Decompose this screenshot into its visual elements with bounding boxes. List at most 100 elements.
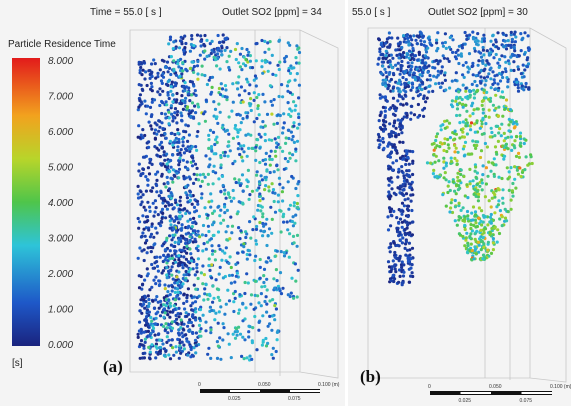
- particle: [481, 59, 484, 62]
- particle: [495, 153, 498, 156]
- particle: [163, 150, 166, 153]
- particle: [154, 298, 157, 301]
- particle: [177, 262, 180, 265]
- particle: [518, 166, 521, 169]
- particle: [273, 192, 276, 195]
- particle: [501, 90, 504, 93]
- particle: [492, 104, 495, 107]
- particle: [173, 133, 176, 136]
- particle: [249, 97, 252, 100]
- particle: [470, 212, 473, 215]
- particle: [173, 245, 176, 248]
- particle: [171, 94, 174, 97]
- particle: [399, 275, 402, 278]
- particle: [166, 276, 169, 279]
- particle: [271, 54, 274, 57]
- particle: [280, 292, 283, 295]
- particle: [488, 199, 491, 202]
- particle: [459, 173, 462, 176]
- particle: [183, 46, 186, 49]
- particle: [227, 262, 230, 265]
- particle: [420, 31, 423, 34]
- particle: [218, 41, 221, 44]
- particle: [148, 158, 151, 161]
- particle: [520, 72, 523, 75]
- particle: [264, 133, 267, 136]
- particle: [262, 159, 265, 162]
- particle: [213, 152, 216, 155]
- particle: [293, 141, 296, 144]
- particle: [169, 140, 172, 143]
- particle: [218, 214, 221, 217]
- particle: [437, 82, 440, 85]
- particle: [223, 189, 226, 192]
- particle: [177, 59, 180, 62]
- particle: [472, 37, 475, 40]
- particle: [146, 105, 149, 108]
- particle: [260, 285, 263, 288]
- particle: [260, 174, 263, 177]
- particle: [171, 257, 174, 260]
- particle: [387, 165, 390, 168]
- particle: [297, 96, 300, 99]
- particle: [196, 270, 199, 273]
- particle: [180, 42, 183, 45]
- particle: [183, 151, 186, 154]
- particle: [517, 173, 520, 176]
- particle: [505, 98, 508, 101]
- particle: [287, 69, 290, 72]
- particle: [442, 54, 445, 57]
- particle: [174, 261, 177, 264]
- particle: [279, 271, 282, 274]
- particle: [479, 127, 482, 130]
- particle: [497, 106, 500, 109]
- particle: [182, 159, 185, 162]
- particle: [408, 163, 411, 166]
- particle: [165, 100, 168, 103]
- particle: [517, 90, 520, 93]
- particle: [422, 35, 425, 38]
- particle: [229, 255, 232, 258]
- particle: [260, 304, 263, 307]
- particle: [139, 66, 142, 69]
- particle: [238, 308, 241, 311]
- particle: [402, 188, 405, 191]
- particle: [475, 252, 478, 255]
- colorbar-unit: [s]: [12, 358, 23, 369]
- particle: [162, 316, 165, 319]
- particle: [154, 128, 157, 131]
- particle: [178, 168, 181, 171]
- particle: [477, 217, 480, 220]
- particle: [155, 184, 158, 187]
- particle: [151, 101, 154, 104]
- particle: [237, 81, 240, 84]
- particle: [407, 61, 410, 64]
- particle: [227, 144, 230, 147]
- particle: [172, 227, 175, 230]
- particle: [207, 138, 210, 141]
- particle: [283, 251, 286, 254]
- particle: [241, 159, 244, 162]
- particle: [149, 235, 152, 238]
- particle: [455, 114, 458, 117]
- particle: [198, 317, 201, 320]
- particle: [192, 61, 195, 64]
- particle: [407, 257, 410, 260]
- particle: [176, 338, 179, 341]
- particle: [187, 112, 190, 115]
- particle: [224, 84, 227, 87]
- particle: [283, 254, 286, 257]
- particle: [496, 241, 499, 244]
- particle: [412, 97, 415, 100]
- particle: [154, 210, 157, 213]
- scale-bar-gap: [522, 392, 553, 394]
- particle: [168, 170, 171, 173]
- particle: [142, 331, 145, 334]
- particle: [217, 34, 220, 37]
- particle: [512, 60, 515, 63]
- particle: [184, 242, 187, 245]
- particle: [426, 161, 429, 164]
- particle: [145, 112, 148, 115]
- particle: [263, 176, 266, 179]
- particle: [244, 306, 247, 309]
